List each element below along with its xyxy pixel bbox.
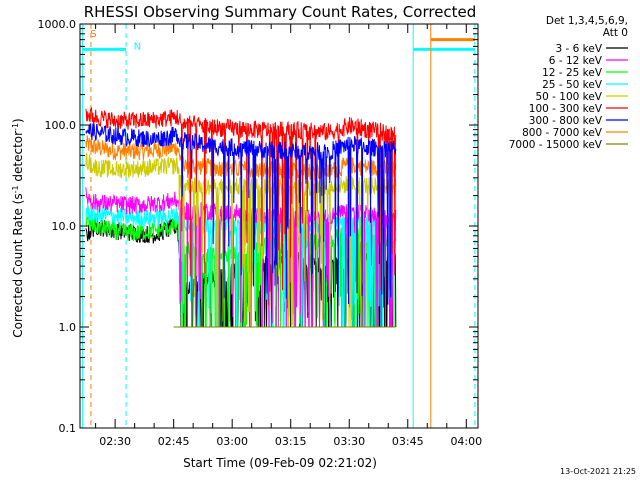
generation-timestamp: 13-Oct-2021 21:25 bbox=[560, 467, 636, 476]
legend-label: 12 - 25 keV bbox=[542, 67, 603, 79]
y-tick-label: 0.1 bbox=[59, 422, 77, 435]
svg-text:Corrected Count Rate (s-1 dete: Corrected Count Rate (s-1 detector-1) bbox=[11, 118, 26, 337]
legend-label: 3 - 6 keV bbox=[555, 43, 602, 55]
series-line bbox=[85, 187, 397, 328]
x-tick-label: 03:00 bbox=[216, 435, 248, 448]
x-tick-label: 02:45 bbox=[158, 435, 190, 448]
legend-label: 7000 - 15000 keV bbox=[509, 139, 603, 151]
y-tick-label: 1000.0 bbox=[38, 18, 77, 31]
legend-label: 25 - 50 keV bbox=[542, 79, 603, 91]
x-tick-label: 03:15 bbox=[275, 435, 307, 448]
legend-label: 100 - 300 keV bbox=[529, 103, 603, 115]
y-tick-label: 10.0 bbox=[52, 220, 77, 233]
series-line bbox=[85, 107, 397, 292]
x-tick-label: 03:45 bbox=[392, 435, 424, 448]
chart-title: RHESSI Observing Summary Count Rates, Co… bbox=[84, 3, 477, 21]
legend-header-line-2: Att 0 bbox=[603, 27, 628, 39]
y-axis-label-part-a: Corrected Count Rate (s bbox=[11, 193, 25, 337]
y-axis-label-sup2: -1 bbox=[11, 123, 20, 131]
legend-label: 300 - 800 keV bbox=[529, 115, 603, 127]
y-axis-label-sup1: -1 bbox=[11, 185, 20, 193]
y-axis-label-part-c: ) bbox=[11, 118, 25, 123]
legend-header-line-1: Det 1,3,4,5,6,9, bbox=[546, 15, 628, 27]
series-line bbox=[85, 122, 397, 308]
y-axis-label-part-b: detector bbox=[11, 131, 25, 186]
x-tick-label: 03:30 bbox=[333, 435, 365, 448]
annotation-s: S bbox=[90, 29, 96, 40]
x-tick-label: 04:00 bbox=[450, 435, 482, 448]
x-tick-label: 02:30 bbox=[99, 435, 131, 448]
x-axis-label: Start Time (09-Feb-09 02:21:02) bbox=[183, 456, 377, 470]
legend-label: 800 - 7000 keV bbox=[522, 127, 603, 139]
data-layer bbox=[81, 24, 476, 428]
plot-area: S N 1000.0 100.0 10.0 1.0 0.1 02:30 02:45 03:00 03… bbox=[38, 18, 483, 448]
legend-label: 6 - 12 keV bbox=[549, 55, 603, 67]
y-tick-label: 1.0 bbox=[59, 321, 77, 334]
y-tick-label: 100.0 bbox=[45, 119, 77, 132]
legend-label: 50 - 100 keV bbox=[535, 91, 602, 103]
annotation-n: N bbox=[134, 41, 141, 52]
y-axis-label: Corrected Count Rate (s-1 detector-1) bbox=[11, 118, 26, 337]
